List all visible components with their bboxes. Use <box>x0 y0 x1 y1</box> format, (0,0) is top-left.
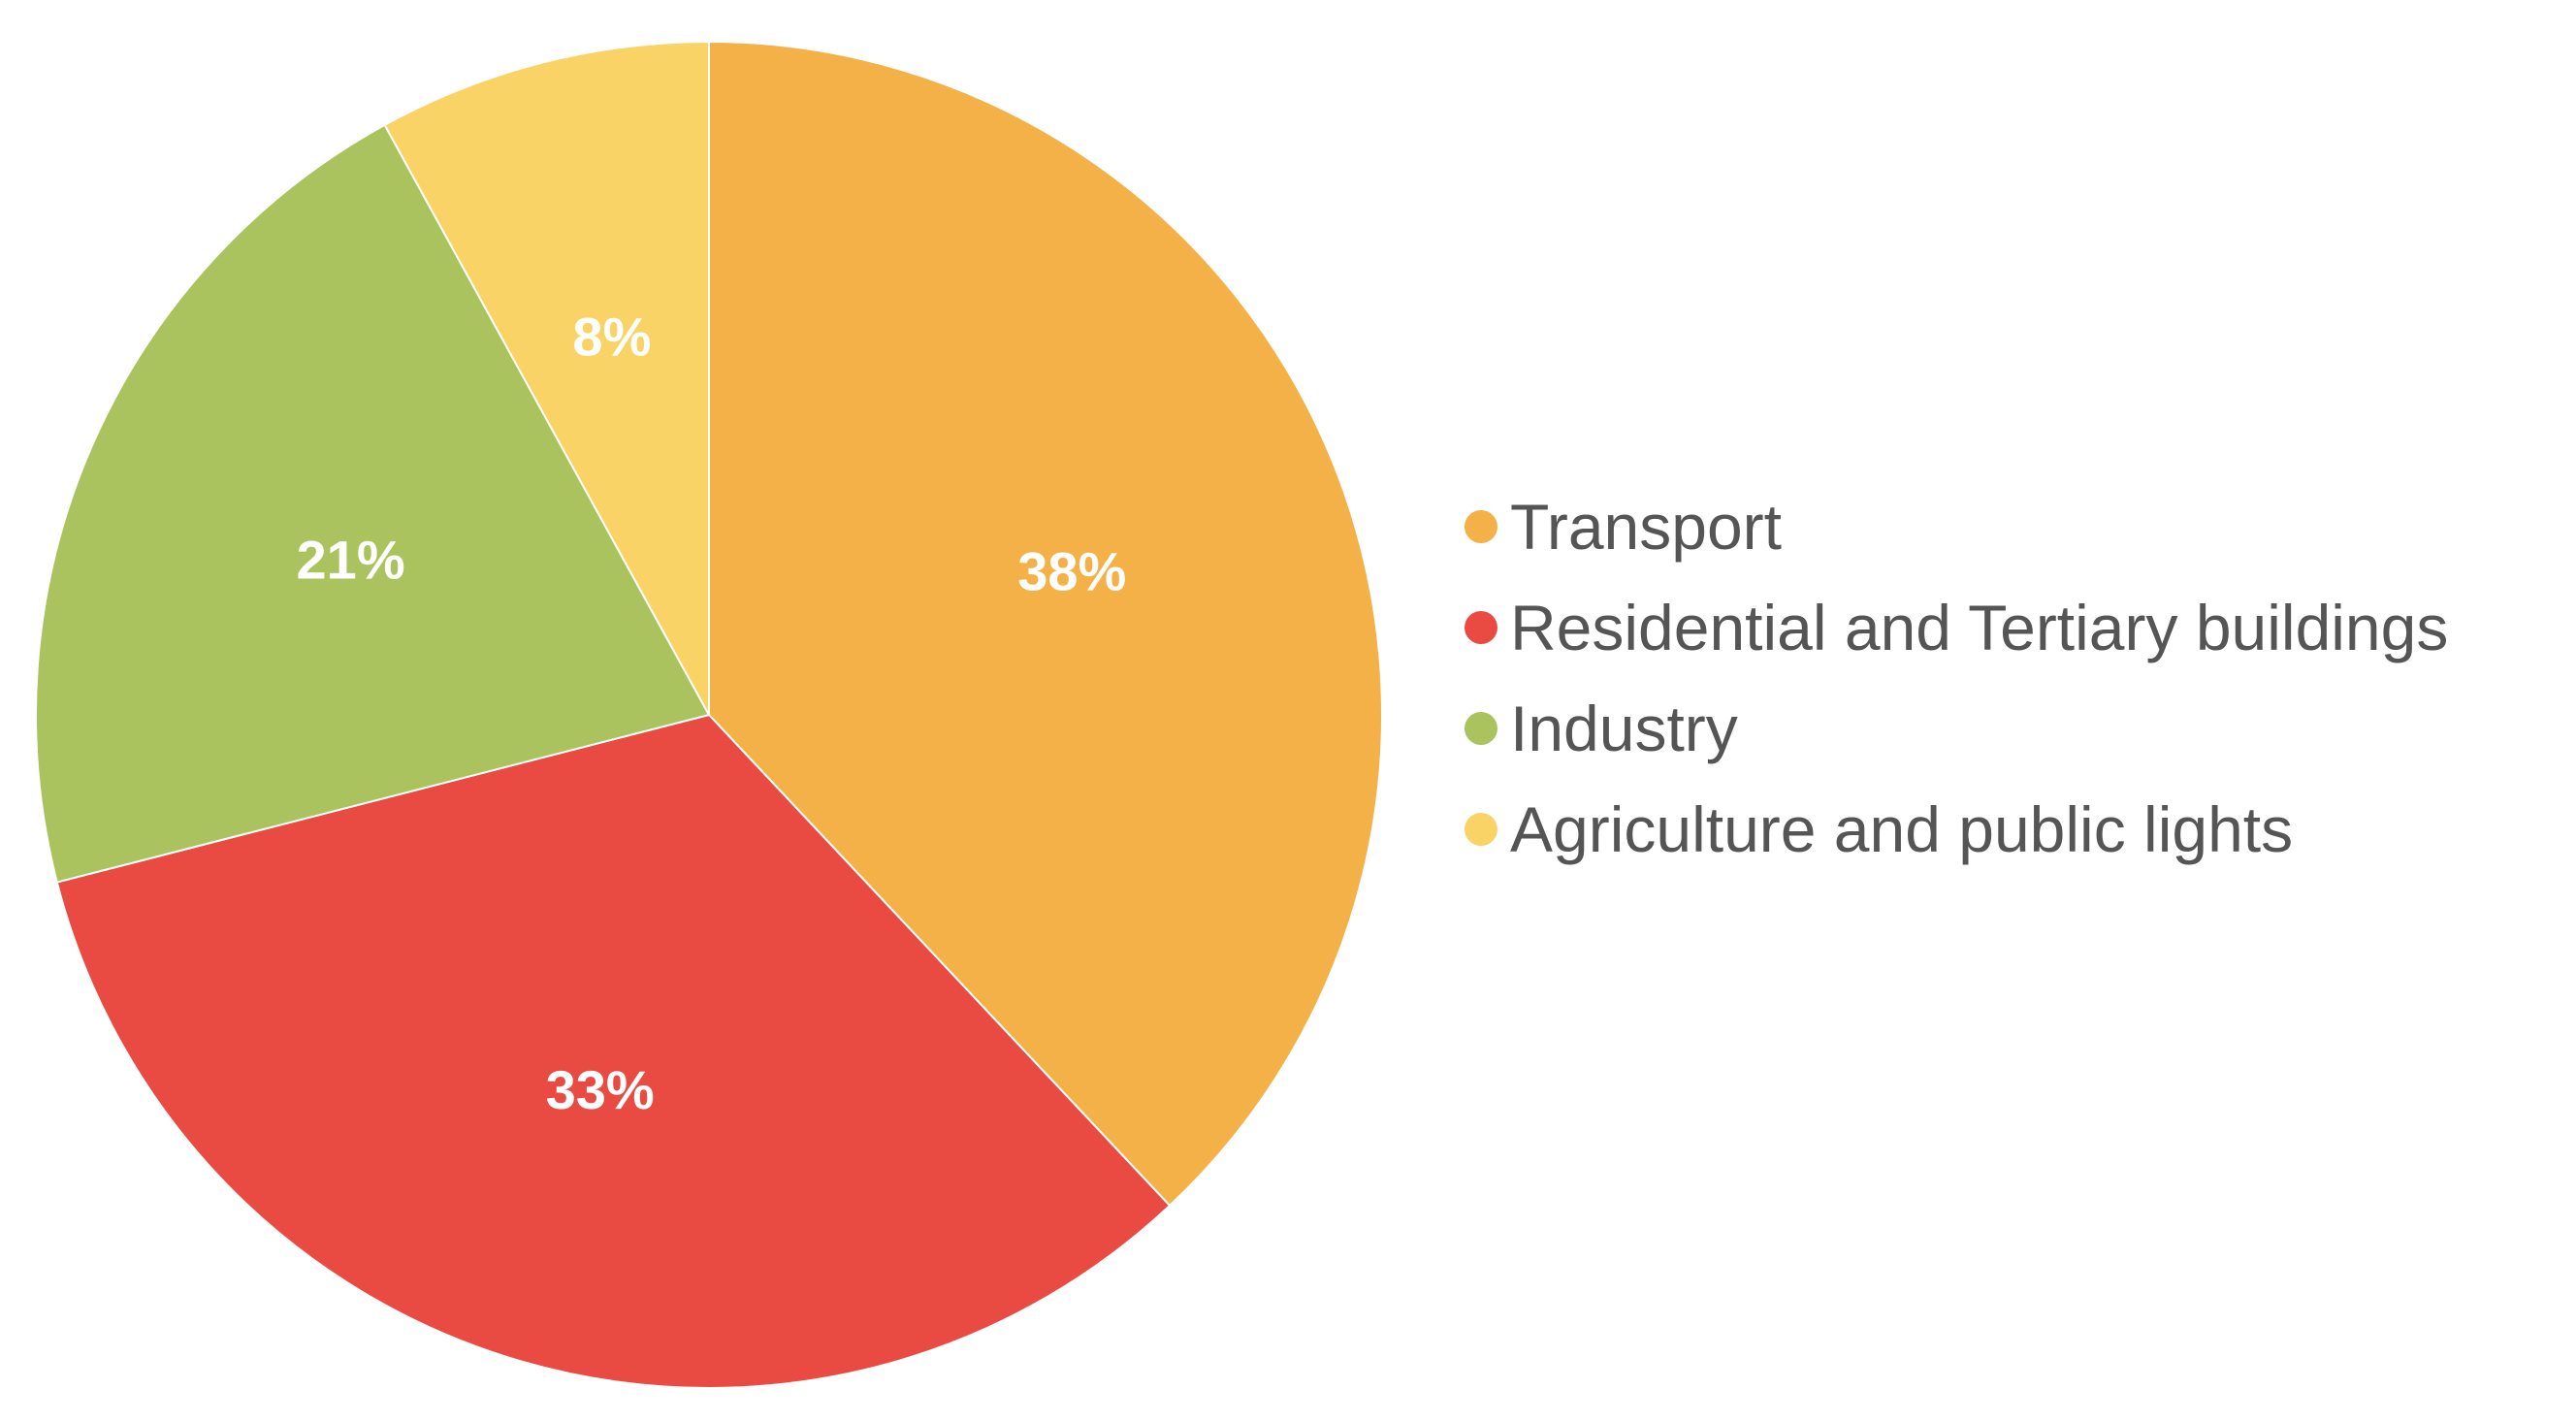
slice-labels: 38% 33% 21% 8% <box>297 307 1127 1120</box>
legend-marker-agriculture-and-public-lights <box>1465 813 1497 846</box>
legend-label-transport: Transport <box>1510 491 1782 563</box>
legend-label-residential-and-tertiary-buildings: Residential and Tertiary buildings <box>1510 592 2448 663</box>
legend-marker-residential-and-tertiary-buildings <box>1465 611 1497 644</box>
pie-slice-transport <box>708 40 1383 1208</box>
pie-slice-agriculture-and-public-lights <box>383 40 710 716</box>
pie-slice-industry <box>35 123 711 884</box>
legend-label-agriculture-and-public-lights: Agriculture and public lights <box>1510 793 2293 865</box>
pie-slices <box>35 40 1383 1389</box>
pie-slice-residential-and-tertiary-buildings <box>55 713 1172 1389</box>
legend: Transport Residential and Tertiary buildi… <box>1465 491 2448 865</box>
slice-label-residential-and-tertiary-buildings: 33% <box>546 1059 655 1120</box>
legend-label-industry: Industry <box>1510 693 1738 764</box>
slice-label-agriculture-and-public-lights: 8% <box>572 307 651 368</box>
legend-marker-industry <box>1465 712 1497 745</box>
legend-marker-transport <box>1465 510 1497 543</box>
slice-label-transport: 38% <box>1017 540 1126 601</box>
slice-label-industry: 21% <box>297 530 405 591</box>
